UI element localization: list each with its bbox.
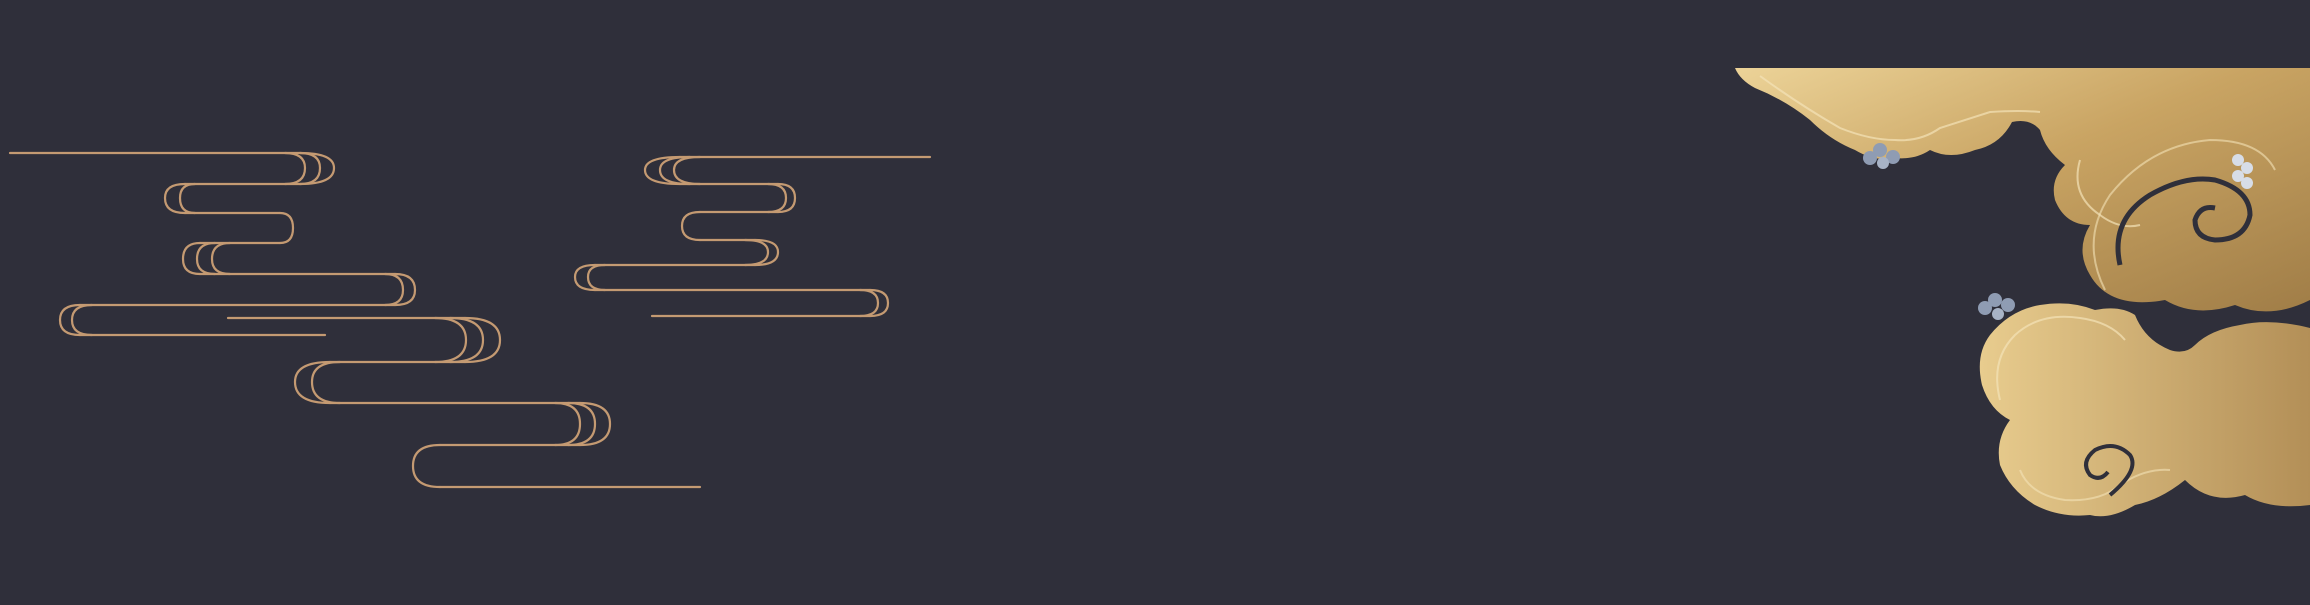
gold-cloud-right [1735, 68, 2310, 517]
flower-icon [1863, 143, 1900, 169]
flower-icon [1978, 293, 2015, 320]
wave-cloud-center [573, 155, 932, 318]
flower-icon [2232, 154, 2253, 189]
gold-cloud-upper [1735, 68, 2310, 312]
wave-cloud-left [8, 151, 702, 489]
gold-cloud-lower [1979, 303, 2310, 517]
